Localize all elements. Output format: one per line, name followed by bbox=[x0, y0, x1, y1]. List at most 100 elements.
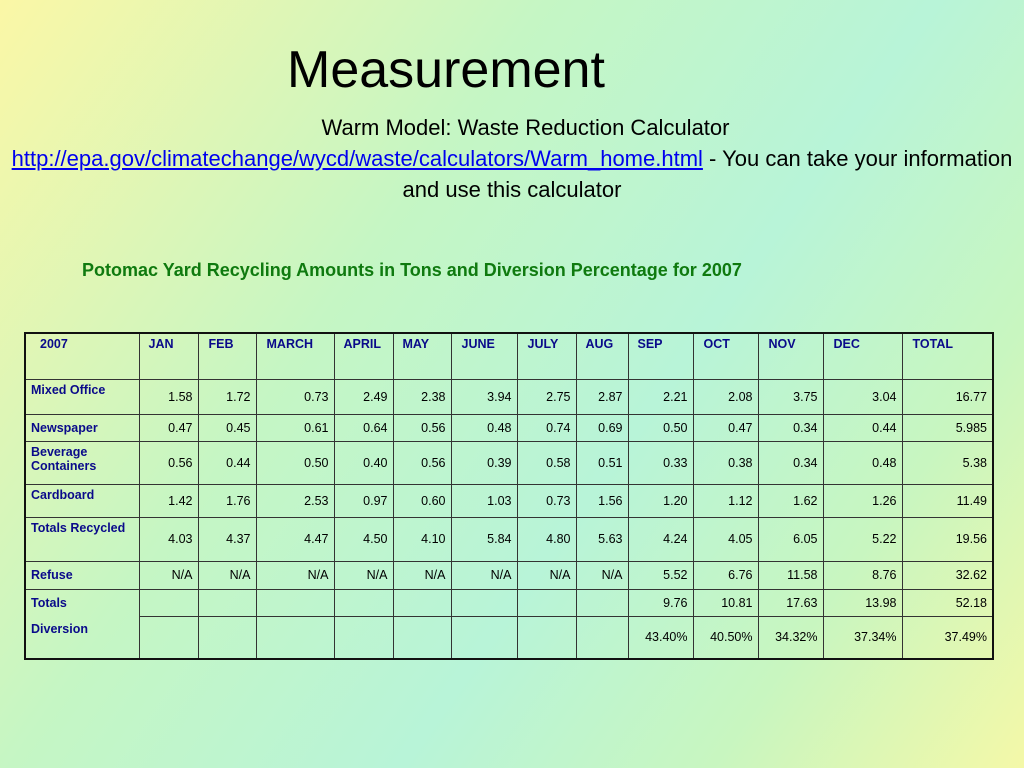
table-cell: 40.50% bbox=[692, 615, 759, 660]
table-cell: N/A bbox=[197, 560, 257, 590]
header-cell: APRIL bbox=[333, 332, 394, 380]
header-cell: JUNE bbox=[450, 332, 518, 380]
table-cell: 37.34% bbox=[822, 615, 903, 660]
table-cell: 0.38 bbox=[692, 440, 759, 485]
table-cell: 2.38 bbox=[392, 378, 452, 415]
recycling-table: 2007 JAN FEB MARCH APRIL MAY JUNE JULY A… bbox=[24, 332, 994, 660]
table-cell: 5.38 bbox=[901, 440, 994, 485]
table-cell: 2.49 bbox=[333, 378, 394, 415]
table-cell: 1.62 bbox=[757, 483, 824, 518]
header-cell: SEP bbox=[627, 332, 694, 380]
header-cell: MARCH bbox=[255, 332, 335, 380]
table-cell: 0.51 bbox=[575, 440, 629, 485]
table-cell: 0.56 bbox=[138, 440, 199, 485]
table-cell: 2.87 bbox=[575, 378, 629, 415]
table-cell: 4.10 bbox=[392, 516, 452, 562]
table-cell: 43.40% bbox=[627, 615, 694, 660]
table-row: Beverage Containers 0.56 0.44 0.50 0.40 … bbox=[24, 440, 994, 485]
table-cell bbox=[575, 588, 629, 617]
table-cell: 3.75 bbox=[757, 378, 824, 415]
header-cell: MAY bbox=[392, 332, 452, 380]
table-cell bbox=[255, 615, 335, 660]
table-cell: 5.52 bbox=[627, 560, 694, 590]
table-row: Refuse N/A N/A N/A N/A N/A N/A N/A N/A 5… bbox=[24, 560, 994, 590]
table-cell: 0.60 bbox=[392, 483, 452, 518]
table-cell: 32.62 bbox=[901, 560, 994, 590]
table-cell: 5.22 bbox=[822, 516, 903, 562]
table-cell: 4.37 bbox=[197, 516, 257, 562]
row-label: Mixed Office bbox=[24, 378, 140, 415]
table-cell: N/A bbox=[333, 560, 394, 590]
table-cell: 0.50 bbox=[627, 413, 694, 442]
table-cell bbox=[138, 588, 199, 617]
table-cell: 0.47 bbox=[138, 413, 199, 442]
table-cell: 1.42 bbox=[138, 483, 199, 518]
table-cell bbox=[197, 615, 257, 660]
subtitle-line: Warm Model: Waste Reduction Calculator bbox=[321, 115, 730, 140]
table-cell: 4.50 bbox=[333, 516, 394, 562]
header-cell: 2007 bbox=[24, 332, 140, 380]
table-cell: 6.76 bbox=[692, 560, 759, 590]
table-cell bbox=[450, 588, 518, 617]
header-cell: AUG bbox=[575, 332, 629, 380]
header-cell: FEB bbox=[197, 332, 257, 380]
table-cell: 4.03 bbox=[138, 516, 199, 562]
table-row: Mixed Office 1.58 1.72 0.73 2.49 2.38 3.… bbox=[24, 378, 994, 415]
table-cell: 34.32% bbox=[757, 615, 824, 660]
table-cell bbox=[333, 588, 394, 617]
table-cell bbox=[333, 615, 394, 660]
header-cell: JAN bbox=[138, 332, 199, 380]
table-cell: 0.48 bbox=[822, 440, 903, 485]
table-cell: 52.18 bbox=[901, 588, 994, 617]
table-cell: 1.26 bbox=[822, 483, 903, 518]
header-cell: NOV bbox=[757, 332, 824, 380]
table-cell bbox=[516, 588, 577, 617]
slide-title: Measurement bbox=[287, 41, 605, 99]
table-cell: 3.94 bbox=[450, 378, 518, 415]
table-cell: N/A bbox=[138, 560, 199, 590]
row-label: Beverage Containers bbox=[24, 440, 140, 485]
table-row: Cardboard 1.42 1.76 2.53 0.97 0.60 1.03 … bbox=[24, 483, 994, 518]
table-cell: 5.985 bbox=[901, 413, 994, 442]
table-cell: 0.50 bbox=[255, 440, 335, 485]
warm-calculator-link[interactable]: http://epa.gov/climatechange/wycd/waste/… bbox=[11, 146, 703, 171]
table-row: Diversion 43.40% 40.50% 34.32% 37.34% 37… bbox=[24, 615, 994, 660]
table-cell: 0.45 bbox=[197, 413, 257, 442]
table-cell: 0.44 bbox=[822, 413, 903, 442]
table-cell: 0.34 bbox=[757, 440, 824, 485]
table-cell: 3.04 bbox=[822, 378, 903, 415]
table-cell: 1.56 bbox=[575, 483, 629, 518]
table-cell: N/A bbox=[255, 560, 335, 590]
subtitle-link-line: http://epa.gov/climatechange/wycd/waste/… bbox=[0, 143, 1024, 205]
table-cell: 10.81 bbox=[692, 588, 759, 617]
table-row: Newspaper 0.47 0.45 0.61 0.64 0.56 0.48 … bbox=[24, 413, 994, 442]
header-cell: JULY bbox=[516, 332, 577, 380]
table-cell: 1.03 bbox=[450, 483, 518, 518]
table-cell: 8.76 bbox=[822, 560, 903, 590]
table-row: Totals Recycled 4.03 4.37 4.47 4.50 4.10… bbox=[24, 516, 994, 562]
row-label: Newspaper bbox=[24, 413, 140, 442]
table-cell: 1.72 bbox=[197, 378, 257, 415]
table-cell bbox=[450, 615, 518, 660]
table-cell: 0.56 bbox=[392, 413, 452, 442]
header-cell: DEC bbox=[822, 332, 903, 380]
table-cell bbox=[392, 615, 452, 660]
table-cell bbox=[255, 588, 335, 617]
table-cell: 6.05 bbox=[757, 516, 824, 562]
table-cell: 1.58 bbox=[138, 378, 199, 415]
row-label: Cardboard bbox=[24, 483, 140, 518]
table-cell: 16.77 bbox=[901, 378, 994, 415]
table-cell: 1.12 bbox=[692, 483, 759, 518]
table-header-row: 2007 JAN FEB MARCH APRIL MAY JUNE JULY A… bbox=[24, 332, 994, 380]
table-cell: 1.76 bbox=[197, 483, 257, 518]
table-cell: 0.56 bbox=[392, 440, 452, 485]
row-label: Totals Recycled bbox=[24, 516, 140, 562]
table-cell bbox=[392, 588, 452, 617]
table-row: Totals 9.76 10.81 17.63 13.98 52.18 bbox=[24, 588, 994, 617]
table-cell: 0.39 bbox=[450, 440, 518, 485]
table-cell: 0.44 bbox=[197, 440, 257, 485]
table-cell: 2.75 bbox=[516, 378, 577, 415]
table-cell: 1.20 bbox=[627, 483, 694, 518]
table-cell: 19.56 bbox=[901, 516, 994, 562]
table-cell: 13.98 bbox=[822, 588, 903, 617]
